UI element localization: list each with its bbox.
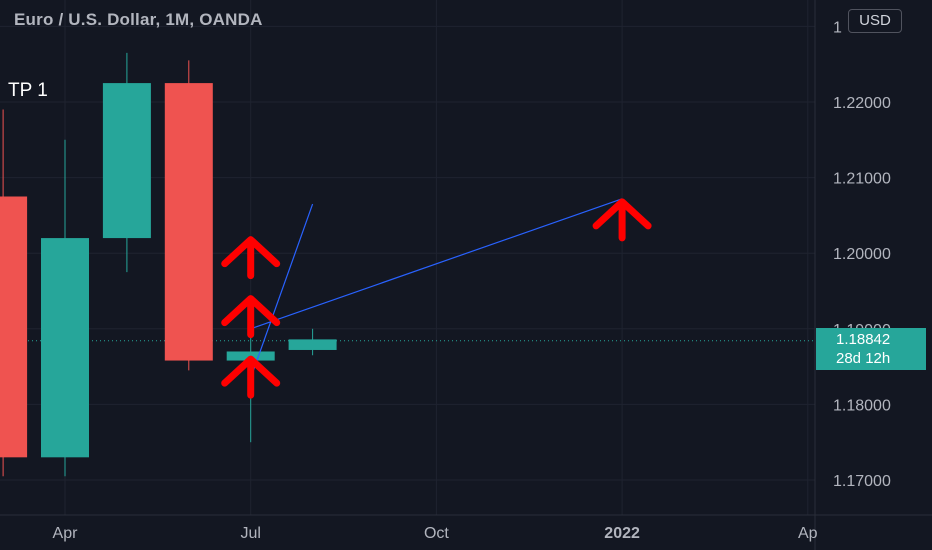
last-price-tag: 1.18842 28d 12h [816, 328, 926, 370]
bar-countdown: 28d 12h [836, 350, 891, 367]
up-arrow-marker [592, 198, 652, 242]
up-arrow-marker [221, 355, 281, 399]
y-tick-label: 1.20000 [833, 246, 891, 263]
candle-body [288, 339, 337, 350]
x-tick-label: Ap [798, 525, 818, 542]
candle-body [0, 196, 28, 458]
candle-body [41, 238, 89, 458]
candle-body [102, 83, 151, 239]
tp-annotation-label: TP 1 [8, 80, 48, 101]
y-tick-label: 1.21000 [833, 171, 891, 188]
currency-button[interactable]: USD [848, 9, 902, 33]
x-tick-label: 2022 [604, 525, 640, 542]
y-tick-label: 1.17000 [833, 473, 891, 490]
trendline [250, 203, 314, 379]
y-tick-label: 1 [833, 19, 842, 36]
x-tick-label: Apr [53, 525, 79, 542]
candle-body [164, 83, 213, 361]
up-arrow-marker [221, 295, 281, 339]
symbol-title: Euro / U.S. Dollar, 1M, OANDA [14, 10, 263, 29]
up-arrow-marker [221, 236, 281, 280]
trendline [250, 198, 623, 330]
x-tick-label: Jul [240, 525, 260, 542]
x-tick-label: Oct [424, 525, 449, 542]
y-tick-label: 1.22000 [833, 95, 891, 112]
last-price-value: 1.18842 [836, 331, 891, 348]
y-tick-label: 1.18000 [833, 397, 891, 414]
